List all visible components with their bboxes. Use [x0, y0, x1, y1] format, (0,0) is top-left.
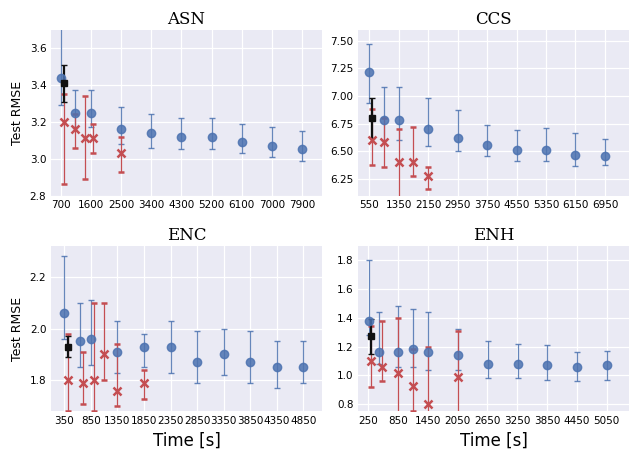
Title: ASN: ASN	[168, 11, 205, 28]
Title: ENH: ENH	[473, 227, 515, 244]
Title: CCS: CCS	[476, 11, 512, 28]
Y-axis label: Test RMSE: Test RMSE	[11, 81, 24, 145]
X-axis label: Time [s]: Time [s]	[460, 432, 527, 450]
Title: ENC: ENC	[167, 227, 206, 244]
X-axis label: Time [s]: Time [s]	[152, 432, 220, 450]
Y-axis label: Test RMSE: Test RMSE	[11, 296, 24, 361]
